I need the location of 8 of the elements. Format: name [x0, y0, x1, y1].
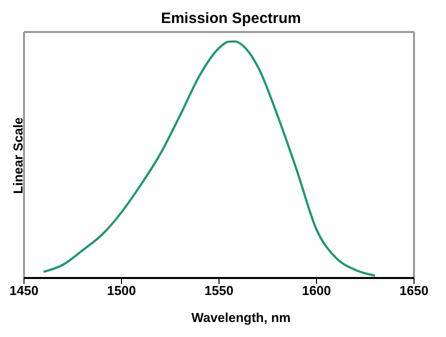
x-axis-title: Wavelength, nm: [190, 310, 292, 325]
x-tick-label: 1450: [10, 283, 38, 298]
chart-title: Emission Spectrum: [160, 10, 302, 27]
y-axis-title: Linear Scale: [10, 116, 26, 196]
x-tick-label: 1500: [107, 283, 136, 298]
x-tick-label: 1550: [204, 283, 234, 298]
x-tick-label: 1600: [302, 283, 331, 298]
x-tick-label: 1650: [400, 283, 428, 298]
